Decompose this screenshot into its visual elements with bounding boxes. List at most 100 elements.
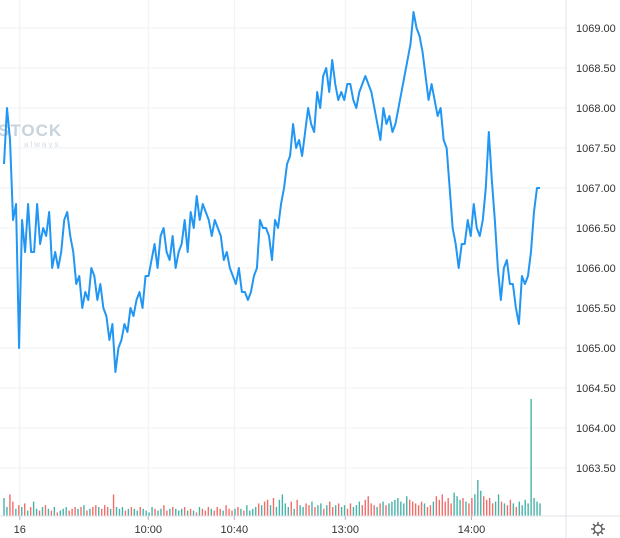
- volume-bar: [24, 503, 26, 516]
- volume-bar: [500, 501, 503, 516]
- volume-bar: [536, 501, 538, 516]
- y-tick-label: 1067.50: [576, 143, 616, 155]
- volume-bar: [166, 510, 168, 516]
- volume-bar: [361, 505, 364, 516]
- volume-bar: [385, 505, 387, 516]
- volume-bar: [136, 510, 138, 516]
- volume-bar: [515, 507, 518, 516]
- volume-bar: [302, 507, 304, 516]
- volume-bar: [68, 510, 70, 516]
- volume-bar: [9, 494, 11, 516]
- volume-bar: [154, 508, 156, 516]
- volume-bar: [530, 399, 532, 516]
- volume-bar: [26, 510, 29, 516]
- volume-bar: [305, 503, 307, 516]
- volume-bar: [12, 501, 14, 516]
- volume-bar: [509, 499, 512, 516]
- volume-bar: [337, 503, 340, 516]
- volume-bar: [477, 480, 479, 516]
- volume-bar: [169, 508, 171, 516]
- volume-bar: [512, 503, 515, 516]
- volume-bar: [299, 505, 301, 516]
- volume-bar: [394, 499, 396, 516]
- volume-bar: [447, 498, 449, 516]
- volume-bar: [142, 508, 144, 516]
- volume-bar: [243, 510, 245, 516]
- volume-bar: [112, 494, 115, 516]
- gear-icon[interactable]: [591, 522, 605, 536]
- volume-bar: [533, 498, 535, 516]
- volume-bar: [382, 501, 384, 516]
- volume-bar: [21, 507, 23, 516]
- volume-bar: [260, 505, 263, 516]
- volume-bar: [29, 507, 32, 516]
- volume-bar: [320, 503, 322, 516]
- volume-bar: [459, 499, 461, 516]
- volume-bar: [204, 510, 207, 516]
- volume-bar: [281, 494, 284, 516]
- volume-bar: [364, 499, 366, 516]
- volume-bar: [290, 501, 292, 516]
- grid-lines: [0, 0, 566, 516]
- volume-bar: [349, 503, 352, 516]
- volume-bar: [524, 499, 526, 516]
- volume-bar: [435, 496, 438, 516]
- volume-bar: [50, 510, 53, 516]
- watermark-tagline: always: [24, 140, 60, 149]
- volume-bar: [186, 510, 189, 516]
- volume-bar: [231, 510, 233, 516]
- volume-bar: [275, 507, 278, 516]
- volume-bar: [355, 505, 358, 516]
- volume-bar: [115, 507, 118, 516]
- volume-bar: [56, 512, 59, 516]
- volume-bar: [284, 503, 287, 516]
- price-axis[interactable]: 1063.50 1064.00 1064.50 1065.00 1065.50 1066.…: [576, 23, 616, 475]
- volume-bar: [160, 508, 162, 516]
- volume-bar: [343, 505, 346, 516]
- volume-bar: [465, 501, 467, 516]
- volume-bar: [89, 508, 91, 516]
- volume-bar: [326, 505, 328, 516]
- volume-bar: [178, 510, 180, 516]
- volume-bar: [3, 498, 5, 516]
- volume-bar: [400, 501, 402, 516]
- volume-bar: [471, 498, 473, 516]
- volume-bar: [62, 508, 64, 516]
- volume-bar: [506, 505, 509, 516]
- volume-bar: [222, 510, 224, 516]
- volume-bar: [278, 499, 281, 516]
- x-tick-label: 14:00: [458, 524, 486, 536]
- x-tick-label: 16: [14, 524, 26, 536]
- volume-bar: [246, 505, 248, 516]
- volume-bar: [406, 496, 408, 516]
- volume-bar: [80, 507, 82, 516]
- volume-bar: [44, 505, 47, 516]
- volume-bar: [293, 508, 295, 516]
- y-tick-label: 1065.00: [576, 343, 616, 355]
- volume-bar: [121, 507, 124, 516]
- volume-bar: [432, 501, 435, 516]
- volume-bar: [521, 505, 523, 516]
- volume-bar: [130, 507, 133, 516]
- volume-bar: [198, 507, 201, 516]
- volume-bar: [257, 503, 260, 516]
- x-tick-label: 10:40: [221, 524, 249, 536]
- volume-bar: [234, 508, 236, 516]
- y-tick-label: 1066.50: [576, 223, 616, 235]
- watermark: STOCK always: [0, 121, 61, 149]
- volume-bar: [127, 508, 130, 516]
- volume-bar: [228, 508, 230, 516]
- volume-bar: [249, 510, 251, 516]
- volume-bar: [483, 496, 485, 516]
- volume-bar: [255, 507, 257, 516]
- volume-bar: [151, 507, 153, 516]
- volume-bars: [3, 399, 541, 516]
- y-tick-label: 1065.50: [576, 303, 616, 315]
- volume-bar: [462, 498, 464, 516]
- time-axis[interactable]: 16 10:00 10:40 13:00 14:00: [14, 516, 486, 536]
- volume-bar: [207, 507, 210, 516]
- volume-bar: [172, 507, 174, 516]
